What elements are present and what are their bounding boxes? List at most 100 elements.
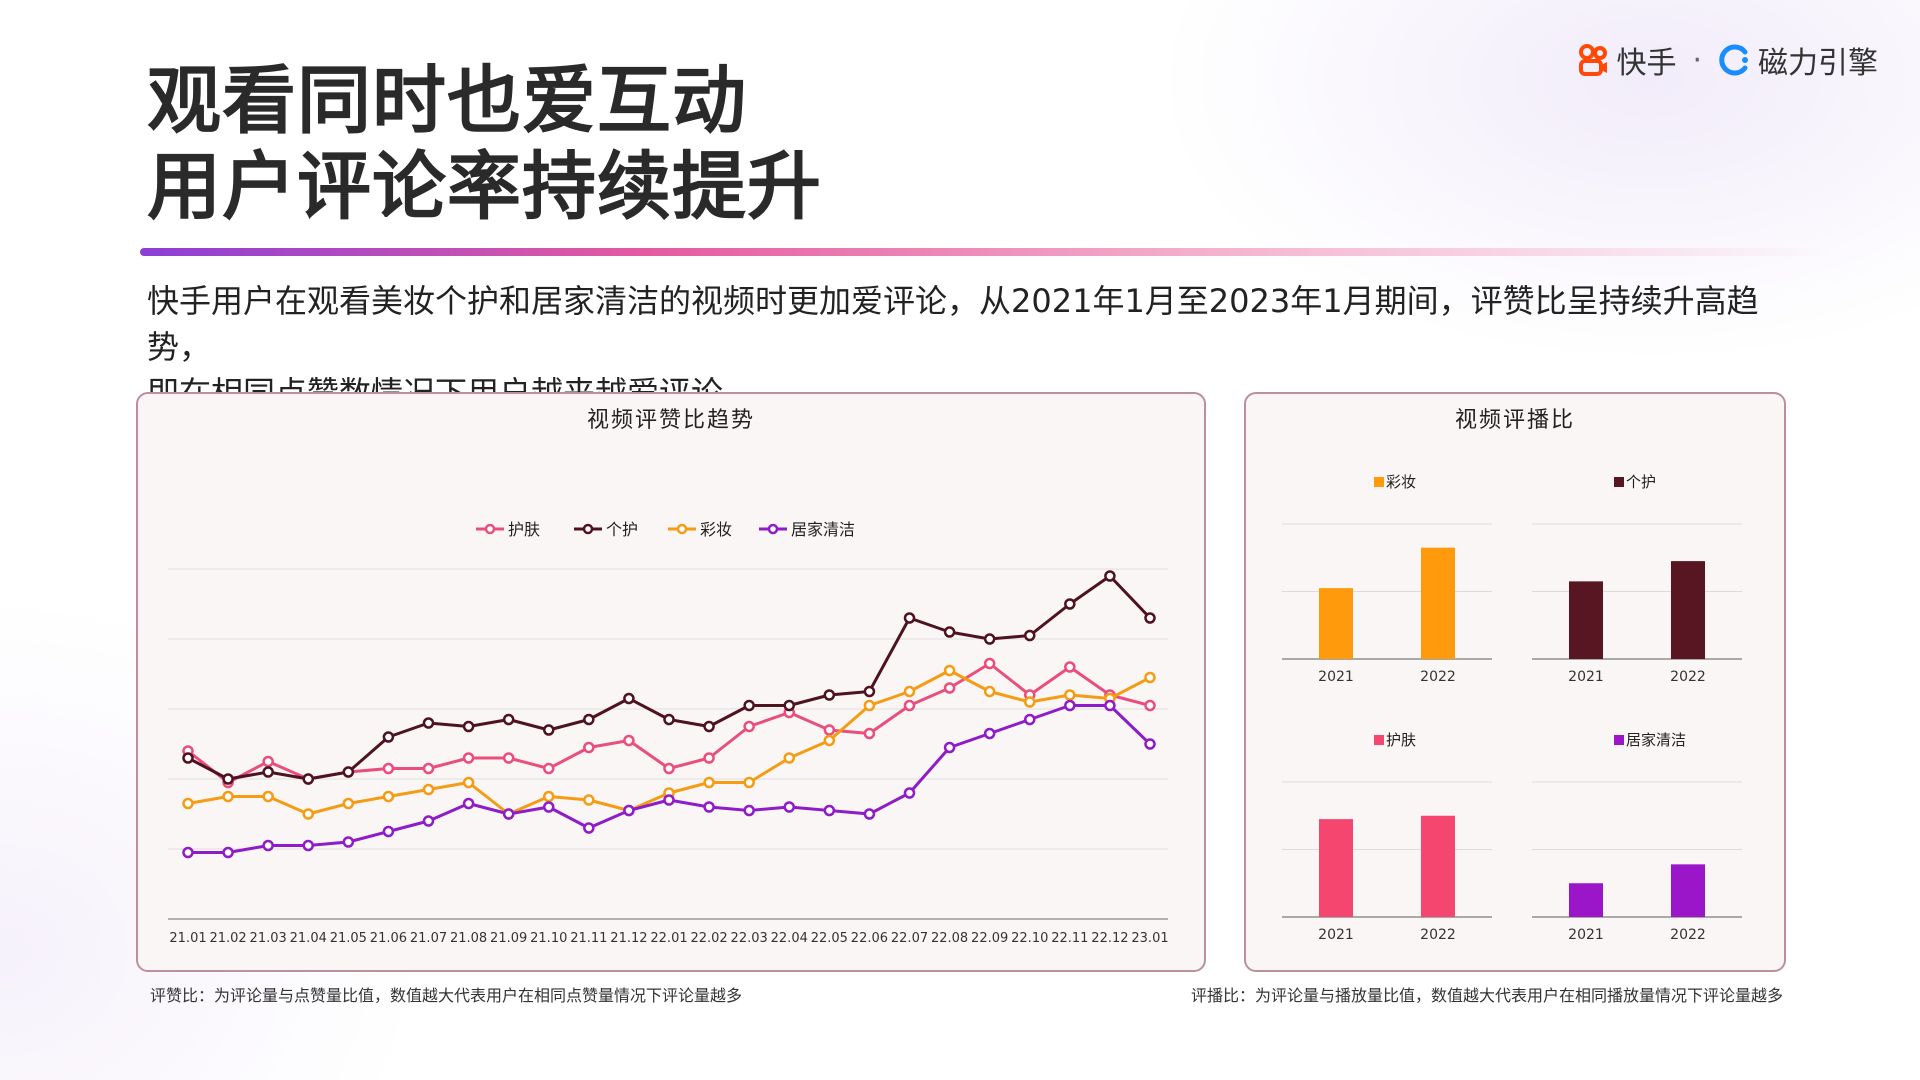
data-point xyxy=(743,804,755,817)
data-point xyxy=(1104,699,1116,712)
cili-engine-logo-icon xyxy=(1719,44,1748,76)
legend-label-3: 居家清洁 xyxy=(791,520,855,539)
data-point xyxy=(422,717,435,729)
bar-legend-label-2: 护肤 xyxy=(1386,731,1416,749)
data-point xyxy=(382,731,395,743)
bar xyxy=(1319,588,1353,659)
data-point xyxy=(543,790,555,803)
data-point xyxy=(823,724,836,736)
bar xyxy=(1569,883,1603,917)
title-line-1: 观看同时也爱互动 xyxy=(147,58,747,144)
kuaishou-brand-text: 快手 xyxy=(1616,46,1677,81)
x-tick-label: 21.08 xyxy=(450,931,487,946)
data-point xyxy=(222,790,234,803)
data-point xyxy=(903,699,916,712)
data-point xyxy=(623,804,635,817)
data-point xyxy=(422,815,435,827)
bar xyxy=(1319,819,1353,917)
title-line-2: 用户评论率持续提升 xyxy=(147,144,822,230)
data-point xyxy=(823,734,836,747)
bar-x-label: 2022 xyxy=(1670,927,1706,943)
data-point xyxy=(302,839,314,852)
data-point xyxy=(943,682,956,694)
data-point xyxy=(743,776,755,789)
bar-x-label: 2021 xyxy=(1568,669,1604,685)
x-tick-label: 22.12 xyxy=(1091,931,1128,946)
data-point xyxy=(1024,696,1036,708)
data-point xyxy=(863,685,876,698)
page-title: 观看同时也爱互动 用户评论率持续提升 xyxy=(147,58,822,230)
data-point xyxy=(1144,612,1156,624)
data-point xyxy=(703,720,715,733)
data-point xyxy=(983,657,996,670)
data-point xyxy=(1064,699,1076,712)
data-point xyxy=(462,720,475,733)
data-point xyxy=(302,773,314,785)
data-point xyxy=(462,776,475,789)
x-tick-label: 22.08 xyxy=(931,931,968,946)
data-point xyxy=(903,685,916,698)
x-tick-label: 22.06 xyxy=(851,931,888,946)
kuaishou-logo-icon xyxy=(1579,44,1608,76)
data-point xyxy=(903,787,916,799)
data-point xyxy=(182,797,194,810)
x-tick-label: 21.05 xyxy=(330,931,367,946)
data-point xyxy=(182,752,194,764)
bar-x-label: 2021 xyxy=(1318,669,1354,685)
bar-legend-label-0: 彩妆 xyxy=(1386,473,1416,491)
data-point xyxy=(823,804,836,817)
line-chart: 21.01 21.02 21.03 21.04 21.05 21.06 21.07 21.08… xyxy=(168,520,1169,946)
data-point xyxy=(262,755,274,768)
line-chart-panel: 视频评赞比趋势 21.01 21.02 21.03 21.04 21.05 21.06 21… xyxy=(136,392,1206,972)
data-point xyxy=(462,752,475,764)
bar-legend-swatch xyxy=(1614,477,1624,487)
x-tick-label: 22.03 xyxy=(731,931,768,946)
data-point xyxy=(502,713,515,726)
data-point xyxy=(583,822,595,834)
data-point xyxy=(543,801,555,813)
legend-label-2: 彩妆 xyxy=(700,520,732,539)
bar-x-label: 2021 xyxy=(1568,927,1604,943)
cili-brand-text: 磁力引擎 xyxy=(1758,46,1878,81)
legend-marker xyxy=(676,523,688,535)
data-point xyxy=(623,734,635,747)
data-point xyxy=(943,741,956,754)
brand-logos: 快手 · 磁力引擎 xyxy=(1576,38,1878,82)
data-point xyxy=(382,762,395,775)
footnote-left: 评赞比：为评论量与点赞量比值，数值越大代表用户在相同点赞量情况下评论量越多 xyxy=(150,986,743,1005)
x-tick-label: 21.09 xyxy=(490,931,527,946)
data-point xyxy=(262,766,274,778)
data-point xyxy=(583,794,595,806)
data-point xyxy=(422,783,435,796)
data-point xyxy=(623,692,635,705)
legend-marker xyxy=(484,523,496,535)
data-point xyxy=(502,752,515,764)
x-tick-label: 21.11 xyxy=(570,931,607,946)
data-point xyxy=(783,699,795,712)
bar-legend-swatch xyxy=(1374,477,1384,487)
bar-x-label: 2022 xyxy=(1670,669,1706,685)
data-point xyxy=(663,713,675,726)
data-point xyxy=(943,664,956,677)
data-point xyxy=(1064,598,1076,610)
data-point xyxy=(1064,689,1076,701)
data-point xyxy=(302,808,314,820)
x-tick-label: 21.01 xyxy=(169,931,206,946)
x-tick-label: 21.10 xyxy=(530,931,567,946)
data-point xyxy=(703,801,715,813)
bar-legend-label-1: 个护 xyxy=(1626,473,1656,491)
data-point xyxy=(1024,713,1036,726)
legend-marker xyxy=(582,523,594,535)
x-tick-label: 22.07 xyxy=(891,931,928,946)
legend-label-1: 个护 xyxy=(606,520,638,539)
x-tick-label: 23.01 xyxy=(1131,931,1168,946)
data-point xyxy=(462,797,475,810)
legend-marker xyxy=(767,523,779,535)
data-point xyxy=(222,846,234,859)
data-point xyxy=(1104,570,1116,582)
data-point xyxy=(382,790,395,803)
data-point xyxy=(1144,738,1156,750)
data-point xyxy=(543,762,555,775)
x-tick-label: 21.04 xyxy=(290,931,327,946)
data-point xyxy=(983,633,996,645)
